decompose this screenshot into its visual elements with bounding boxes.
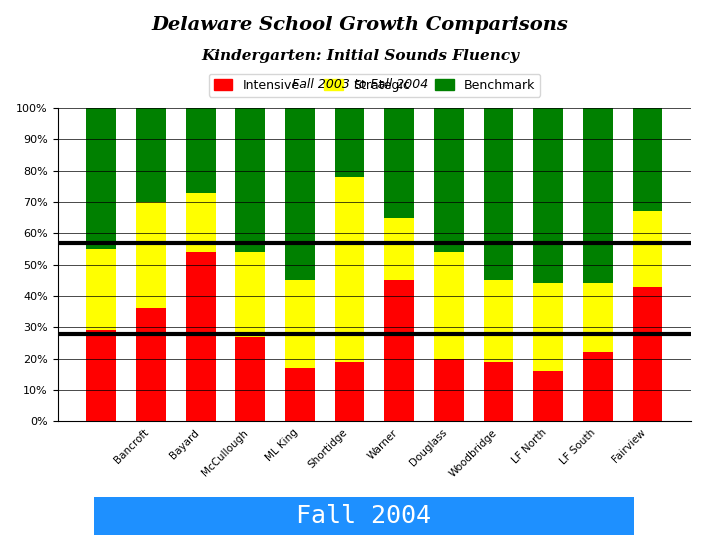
Bar bbox=[335, 362, 364, 421]
Bar bbox=[86, 249, 116, 330]
Text: Fairview: Fairview bbox=[611, 428, 647, 465]
Bar bbox=[186, 252, 215, 421]
Bar bbox=[186, 108, 215, 193]
Text: Woodbridge: Woodbridge bbox=[447, 428, 498, 479]
Bar bbox=[285, 368, 315, 421]
Text: Bancroft: Bancroft bbox=[112, 428, 151, 465]
Bar bbox=[285, 108, 315, 280]
Bar bbox=[235, 108, 265, 252]
Bar bbox=[534, 108, 563, 284]
Bar bbox=[484, 108, 513, 280]
Bar bbox=[583, 352, 613, 421]
Text: Bayard: Bayard bbox=[168, 428, 201, 461]
Legend: Intensive, Strategic, Benchmark: Intensive, Strategic, Benchmark bbox=[209, 73, 540, 97]
Bar bbox=[384, 108, 414, 218]
Bar bbox=[534, 284, 563, 371]
Bar bbox=[136, 308, 166, 421]
Bar bbox=[136, 202, 166, 308]
Bar bbox=[534, 371, 563, 421]
Bar bbox=[285, 280, 315, 368]
Bar bbox=[434, 252, 464, 359]
Bar bbox=[335, 108, 364, 177]
Text: LF South: LF South bbox=[559, 428, 598, 467]
Text: McCullough: McCullough bbox=[200, 428, 251, 477]
Bar bbox=[384, 280, 414, 421]
Text: Fall 2004: Fall 2004 bbox=[296, 504, 431, 528]
Text: LF North: LF North bbox=[510, 428, 548, 465]
Text: Shortidge: Shortidge bbox=[307, 428, 350, 470]
Bar bbox=[434, 108, 464, 252]
Bar bbox=[86, 330, 116, 421]
Text: Douglass: Douglass bbox=[408, 428, 449, 469]
Bar bbox=[136, 108, 166, 202]
Bar bbox=[484, 362, 513, 421]
Bar bbox=[633, 211, 662, 287]
Bar bbox=[633, 108, 662, 211]
Bar bbox=[434, 359, 464, 421]
Text: Fall 2003 to Fall 2004: Fall 2003 to Fall 2004 bbox=[292, 78, 428, 91]
Text: Warner: Warner bbox=[366, 428, 399, 461]
Bar bbox=[86, 108, 116, 249]
Bar bbox=[335, 177, 364, 362]
Bar bbox=[583, 108, 613, 284]
Bar bbox=[633, 287, 662, 421]
Bar bbox=[484, 280, 513, 362]
Text: Delaware School Growth Comparisons: Delaware School Growth Comparisons bbox=[152, 16, 568, 34]
Text: Kindergarten: Initial Sounds Fluency: Kindergarten: Initial Sounds Fluency bbox=[201, 49, 519, 63]
Bar bbox=[583, 284, 613, 352]
Bar bbox=[235, 252, 265, 336]
Text: ML King: ML King bbox=[264, 428, 300, 463]
Bar bbox=[384, 218, 414, 280]
Bar bbox=[235, 336, 265, 421]
Bar bbox=[186, 193, 215, 252]
